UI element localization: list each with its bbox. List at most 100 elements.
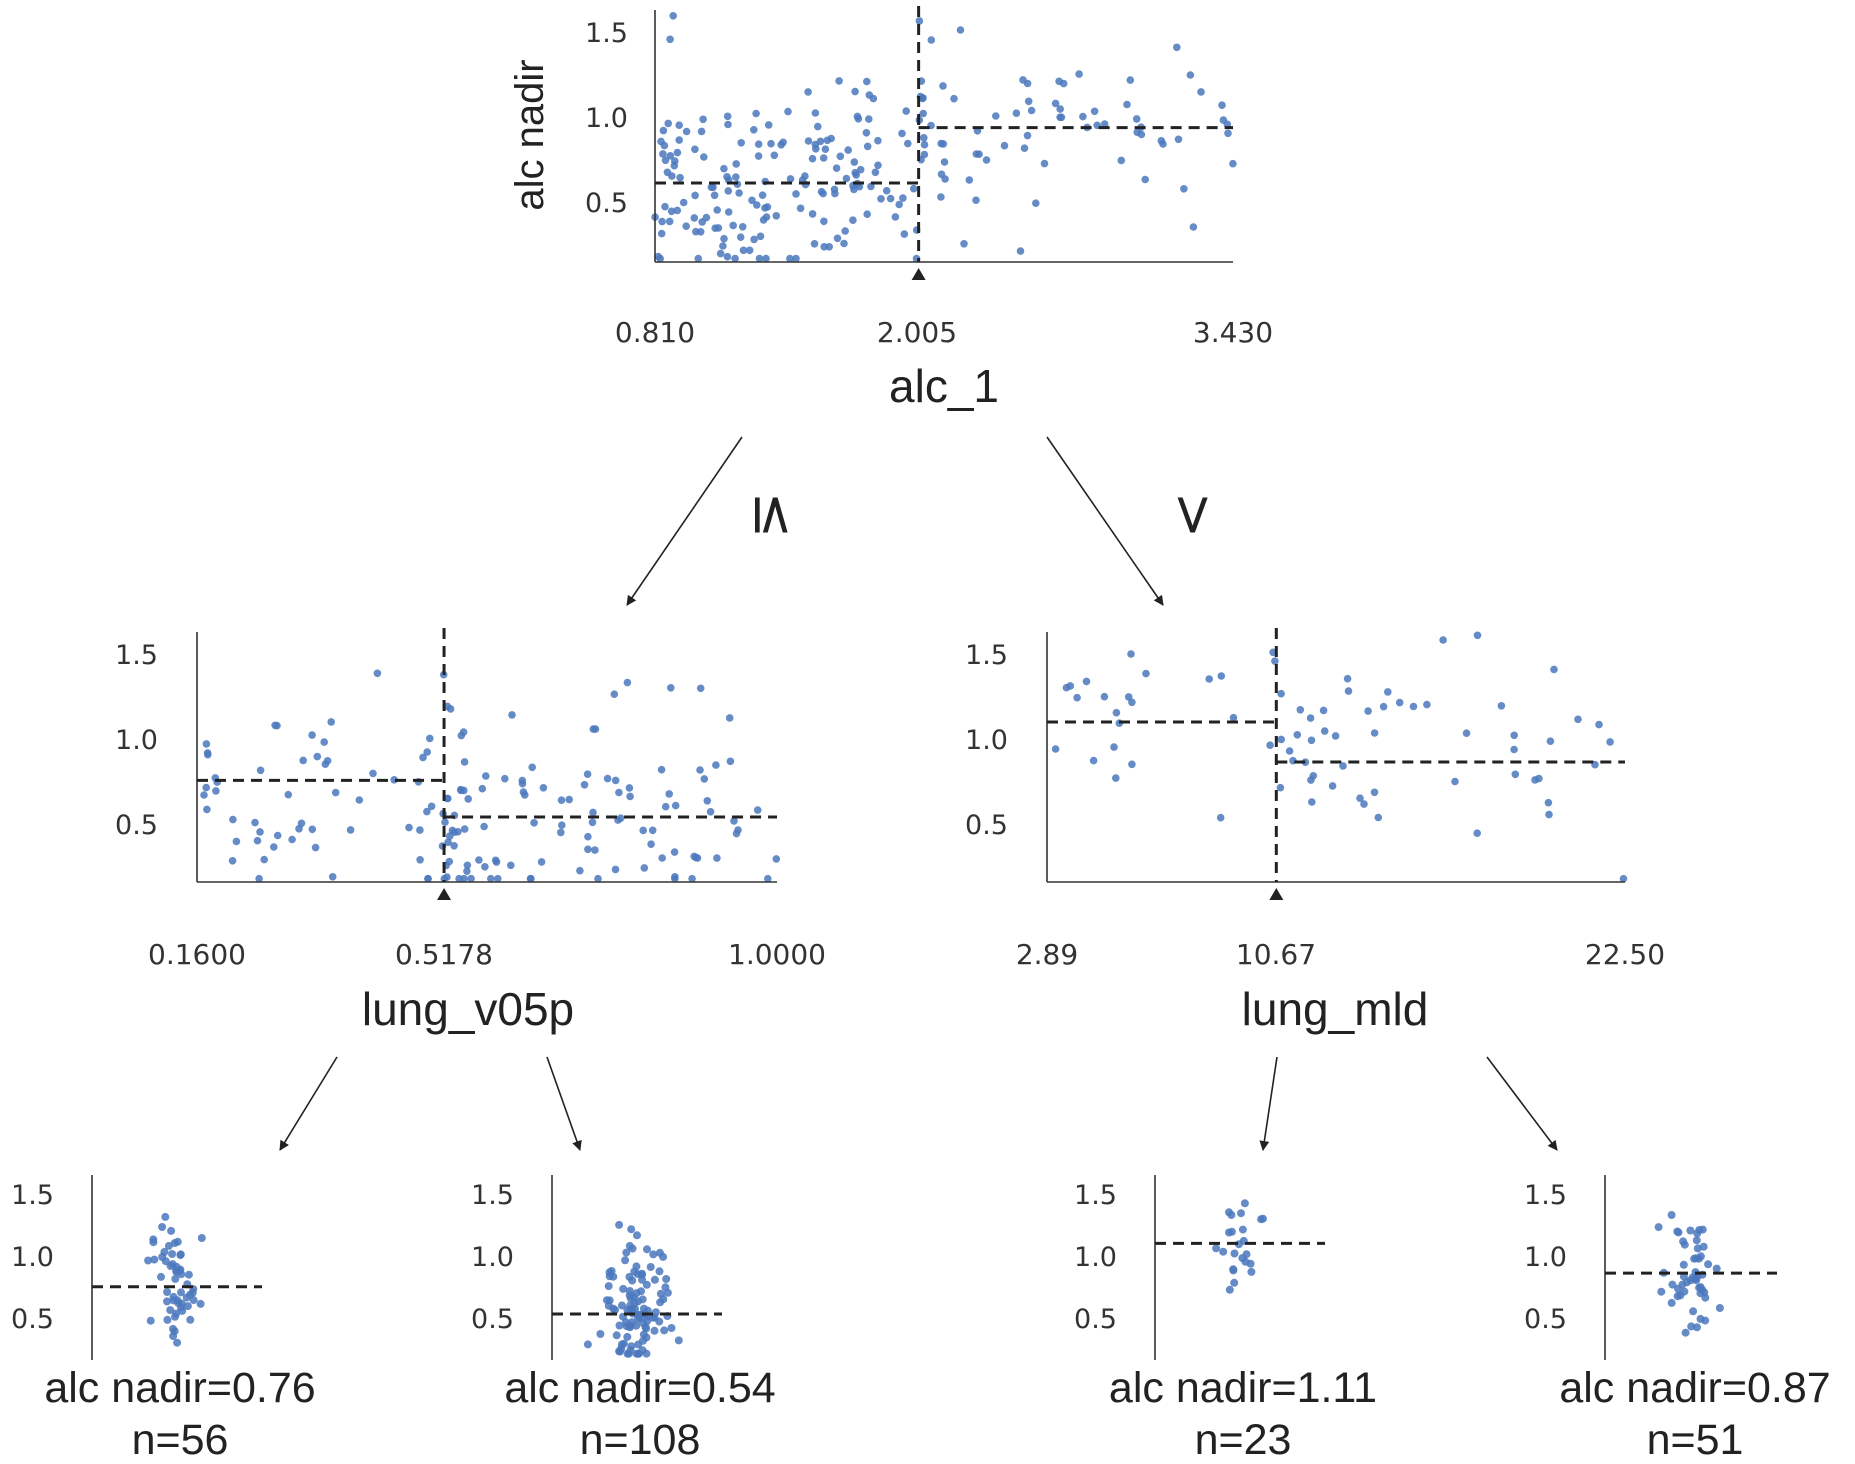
left-point bbox=[448, 826, 457, 835]
right-point bbox=[1544, 798, 1553, 807]
leaf1-point bbox=[172, 1309, 181, 1318]
root-point bbox=[1024, 97, 1033, 106]
root-point bbox=[830, 185, 839, 194]
left-point bbox=[665, 790, 673, 798]
left-point bbox=[260, 855, 269, 864]
root-point bbox=[850, 158, 859, 166]
root-point bbox=[909, 184, 918, 193]
leaf1-point bbox=[169, 1324, 177, 1333]
root-point bbox=[694, 254, 703, 263]
left-point bbox=[706, 808, 715, 816]
root-point bbox=[754, 140, 763, 148]
root-point bbox=[667, 207, 676, 216]
leaf1-point bbox=[184, 1270, 193, 1279]
left-point bbox=[558, 821, 566, 829]
leaf4-point bbox=[1688, 1273, 1697, 1282]
left-point bbox=[256, 828, 264, 836]
root-point bbox=[899, 194, 907, 202]
leaf2-point bbox=[650, 1326, 659, 1335]
left-point bbox=[688, 874, 696, 883]
leaf4-point bbox=[1674, 1284, 1682, 1293]
node-right-points bbox=[1051, 631, 1628, 883]
root-point bbox=[898, 129, 906, 138]
leaf-3-n-label: n=23 bbox=[1195, 1416, 1292, 1464]
node-right-feature-label: lung_mld bbox=[1242, 983, 1429, 1035]
leaf3-point bbox=[1237, 1209, 1245, 1218]
root-point bbox=[745, 246, 754, 255]
root-point bbox=[812, 145, 820, 153]
leaf1-point bbox=[157, 1272, 165, 1281]
root-point bbox=[920, 140, 929, 149]
root-point bbox=[1090, 107, 1099, 116]
root-point bbox=[736, 233, 745, 241]
root-point bbox=[937, 170, 946, 179]
right-point bbox=[1142, 669, 1150, 678]
right-point bbox=[1343, 674, 1352, 683]
right-point bbox=[1051, 745, 1060, 753]
node-left-ytick-0: 0.5 bbox=[115, 810, 158, 841]
leaf3-point bbox=[1238, 1225, 1247, 1234]
root-point bbox=[825, 243, 833, 251]
root-point bbox=[877, 195, 885, 203]
left-point bbox=[603, 774, 612, 783]
leaf-3-ytick-1: 1.0 bbox=[1074, 1242, 1117, 1273]
node-right-xtick-0: 2.89 bbox=[1016, 938, 1078, 971]
leaf-2-points bbox=[583, 1220, 683, 1358]
leaf-3-value-label: alc nadir=1.11 bbox=[1109, 1364, 1377, 1412]
root-point bbox=[904, 139, 912, 148]
leaf3-point bbox=[1246, 1259, 1255, 1268]
left-point bbox=[308, 731, 316, 739]
root-point bbox=[738, 223, 747, 231]
root-point bbox=[842, 174, 851, 183]
root-point bbox=[754, 152, 763, 160]
left-point bbox=[419, 753, 427, 762]
root-point bbox=[801, 172, 809, 180]
left-point bbox=[671, 873, 679, 881]
leaf1-point bbox=[161, 1212, 170, 1221]
root-point bbox=[750, 235, 758, 244]
leaf2-point bbox=[663, 1288, 672, 1297]
root-point bbox=[698, 218, 706, 226]
leaf4-point bbox=[1704, 1260, 1713, 1269]
leaf2-point bbox=[638, 1270, 646, 1279]
root-point bbox=[724, 208, 733, 216]
node-left-xtick-1: 0.5178 bbox=[395, 938, 493, 971]
root-point bbox=[682, 222, 690, 230]
node-left-split-marker bbox=[437, 888, 452, 900]
right-point bbox=[1462, 729, 1471, 737]
root-point bbox=[709, 183, 717, 192]
leaf1-point bbox=[183, 1302, 192, 1311]
root-point bbox=[1057, 113, 1066, 122]
leaf4-point bbox=[1668, 1280, 1677, 1289]
leaf1-point bbox=[167, 1226, 176, 1235]
leaf2-point bbox=[618, 1301, 626, 1310]
root-point bbox=[758, 191, 767, 199]
leaf4-point bbox=[1715, 1304, 1724, 1312]
right-point bbox=[1545, 810, 1553, 819]
right-point bbox=[1510, 731, 1518, 740]
leaf-1-ytick-0: 0.5 bbox=[11, 1304, 54, 1335]
root-point bbox=[851, 87, 859, 96]
root-point bbox=[886, 194, 895, 203]
leaf2-point bbox=[602, 1296, 611, 1305]
root-point bbox=[832, 164, 841, 172]
leaf2-point bbox=[627, 1225, 636, 1234]
y-axis-label: alc nadir bbox=[508, 59, 552, 210]
leaf2-point bbox=[617, 1340, 626, 1349]
leaf2-point bbox=[649, 1250, 658, 1259]
root-point bbox=[1132, 115, 1141, 123]
root-point bbox=[1051, 99, 1060, 108]
right-point bbox=[1277, 735, 1285, 744]
left-point bbox=[537, 858, 546, 866]
right-point bbox=[1319, 706, 1328, 715]
left-point bbox=[416, 856, 424, 864]
root-point bbox=[697, 127, 706, 136]
leaf2-point bbox=[648, 1313, 657, 1322]
root-point bbox=[982, 156, 991, 164]
left-point bbox=[446, 705, 455, 713]
root-point bbox=[756, 232, 765, 241]
node-right-ytick-0: 0.5 bbox=[965, 810, 1008, 841]
leaf-1-points bbox=[144, 1212, 206, 1347]
left-point bbox=[712, 761, 720, 769]
root-point bbox=[1126, 76, 1135, 84]
